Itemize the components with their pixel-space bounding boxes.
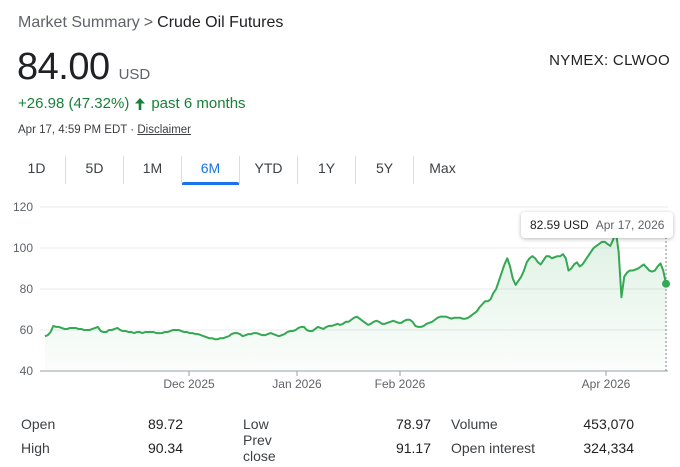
tab-5y[interactable]: 5Y — [355, 156, 413, 184]
stat-high-label: High — [21, 440, 50, 456]
timestamp-separator: · — [130, 124, 135, 136]
stat-low-value: 78.97 — [395, 416, 431, 432]
stat-prev-close-value: 91.17 — [395, 440, 431, 456]
stat-low-label: Low — [243, 416, 269, 432]
price-series-line — [44, 230, 667, 341]
stats-row: Open 89.72 Low 78.97 Volume 453,070 — [21, 412, 654, 436]
stat-volume-value: 453,070 — [583, 416, 634, 432]
y-tick-label: 60 — [20, 323, 34, 337]
stats-row: High 90.34 Prev close 91.17 Open interes… — [21, 432, 654, 464]
price-currency: USD — [118, 66, 151, 83]
stat-open-label: Open — [21, 416, 56, 432]
breadcrumb-current: Crude Oil Futures — [157, 14, 284, 31]
stat-open-value: 89.72 — [147, 416, 183, 432]
price-chart[interactable]: 40 60 80 100 120 Dec 2025 Jan 2026 Feb 2026 Apr… — [0, 195, 680, 400]
quote-timestamp-row: Apr 17, 4:59 PM EDT · Disclaimer — [18, 124, 191, 136]
breadcrumb-separator: > — [143, 14, 154, 31]
stat-volume-label: Volume — [451, 416, 498, 432]
tab-1y[interactable]: 1Y — [297, 156, 355, 184]
tab-5d[interactable]: 5D — [65, 156, 123, 184]
stat-prev-close-label: Prev close — [243, 432, 276, 464]
tab-1m[interactable]: 1M — [123, 156, 181, 184]
chart-tooltip: 82.59 USD Apr 17, 2026 — [521, 212, 674, 238]
x-tick-label: Feb 2026 — [375, 377, 426, 391]
stat-open-interest-value: 324,334 — [583, 440, 634, 456]
x-tick-label: Jan 2026 — [272, 377, 322, 391]
x-tick-label: Dec 2025 — [163, 377, 215, 391]
y-tick-label: 100 — [13, 241, 33, 255]
price-change-row: +26.98 (47.32%) past 6 months — [18, 95, 246, 112]
tab-ytd[interactable]: YTD — [239, 156, 297, 184]
price-row: 84.00 USD — [17, 46, 150, 89]
current-price: 84.00 — [17, 46, 110, 88]
y-tick-label: 40 — [20, 364, 34, 378]
tab-6m[interactable]: 6M — [181, 156, 239, 185]
stat-open-interest-label: Open interest — [451, 440, 536, 456]
quote-timestamp: Apr 17, 4:59 PM EDT — [18, 124, 128, 136]
price-change: +26.98 (47.32%) — [18, 95, 130, 112]
y-tick-label: 120 — [13, 200, 33, 214]
stat-high-value: 90.34 — [147, 440, 183, 456]
y-tick-label: 80 — [20, 282, 34, 296]
disclaimer-link[interactable]: Disclaimer — [137, 124, 192, 136]
x-tick-label: Apr 2026 — [582, 377, 631, 391]
tooltip-date: Apr 17, 2026 — [595, 218, 665, 232]
exchange-ticker: NYMEX: CLWOO — [549, 52, 670, 69]
arrow-up-icon — [135, 97, 146, 110]
breadcrumb-parent-link[interactable]: Market Summary — [18, 14, 140, 31]
price-change-period: past 6 months — [151, 95, 246, 112]
price-area-fill — [45, 231, 666, 371]
last-price-marker — [662, 279, 670, 288]
breadcrumb: Market Summary > Crude Oil Futures — [18, 14, 283, 32]
key-stats-table: Open 89.72 Low 78.97 Volume 453,070 High… — [21, 412, 654, 464]
tab-max[interactable]: Max — [413, 156, 471, 184]
tab-1d[interactable]: 1D — [27, 160, 46, 176]
range-tabs: 1D 5D 1M 6M YTD 1Y 5Y Max — [8, 156, 471, 185]
tooltip-price: 82.59 USD — [530, 218, 589, 232]
